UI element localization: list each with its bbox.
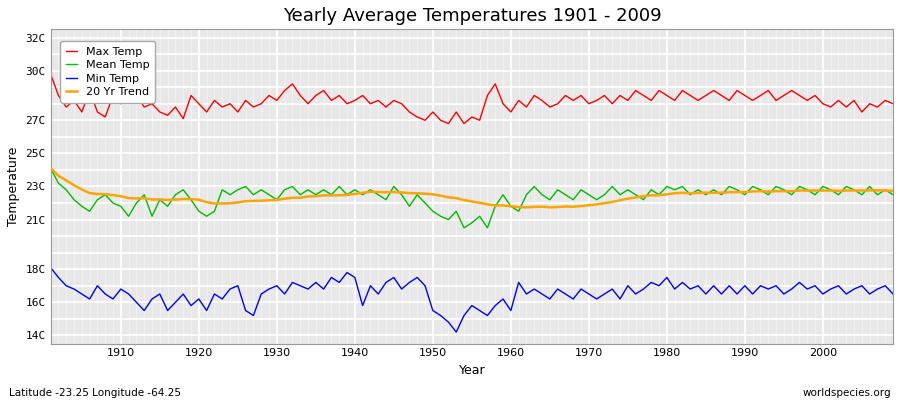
Mean Temp — [459, 226, 470, 230]
Mean Temp — [45, 166, 56, 171]
20 Yr Trend — [521, 205, 532, 210]
Min Temp — [451, 330, 462, 334]
Min Temp — [513, 280, 524, 285]
Max Temp — [513, 98, 524, 103]
Max Temp — [326, 98, 337, 103]
Max Temp — [506, 110, 517, 114]
Mean Temp — [513, 209, 524, 214]
Max Temp — [607, 101, 617, 106]
Max Temp — [45, 72, 56, 76]
Max Temp — [443, 121, 454, 126]
20 Yr Trend — [279, 196, 290, 201]
Mean Temp — [506, 204, 517, 209]
Min Temp — [506, 308, 517, 313]
X-axis label: Year: Year — [458, 364, 485, 377]
Line: Max Temp: Max Temp — [50, 74, 893, 124]
20 Yr Trend — [887, 188, 898, 193]
20 Yr Trend — [45, 166, 56, 171]
Mean Temp — [279, 187, 290, 192]
Max Temp — [108, 93, 119, 98]
Min Temp — [326, 275, 337, 280]
20 Yr Trend — [108, 193, 119, 198]
Mean Temp — [326, 192, 337, 197]
Line: Min Temp: Min Temp — [50, 268, 893, 332]
Min Temp — [108, 296, 119, 301]
20 Yr Trend — [498, 203, 508, 208]
Mean Temp — [108, 201, 119, 206]
Max Temp — [887, 101, 898, 106]
Min Temp — [45, 265, 56, 270]
Text: worldspecies.org: worldspecies.org — [803, 388, 891, 398]
Legend: Max Temp, Mean Temp, Min Temp, 20 Yr Trend: Max Temp, Mean Temp, Min Temp, 20 Yr Tre… — [60, 41, 155, 103]
Max Temp — [279, 88, 290, 93]
Min Temp — [887, 292, 898, 296]
20 Yr Trend — [326, 193, 337, 198]
20 Yr Trend — [607, 200, 617, 204]
Min Temp — [607, 287, 617, 292]
Min Temp — [279, 292, 290, 296]
Line: Mean Temp: Mean Temp — [50, 168, 893, 228]
Line: 20 Yr Trend: 20 Yr Trend — [50, 168, 893, 207]
Text: Latitude -23.25 Longitude -64.25: Latitude -23.25 Longitude -64.25 — [9, 388, 181, 398]
Title: Yearly Average Temperatures 1901 - 2009: Yearly Average Temperatures 1901 - 2009 — [283, 7, 662, 25]
Mean Temp — [887, 192, 898, 197]
Y-axis label: Temperature: Temperature — [7, 147, 20, 226]
Mean Temp — [607, 184, 617, 189]
20 Yr Trend — [506, 204, 517, 209]
